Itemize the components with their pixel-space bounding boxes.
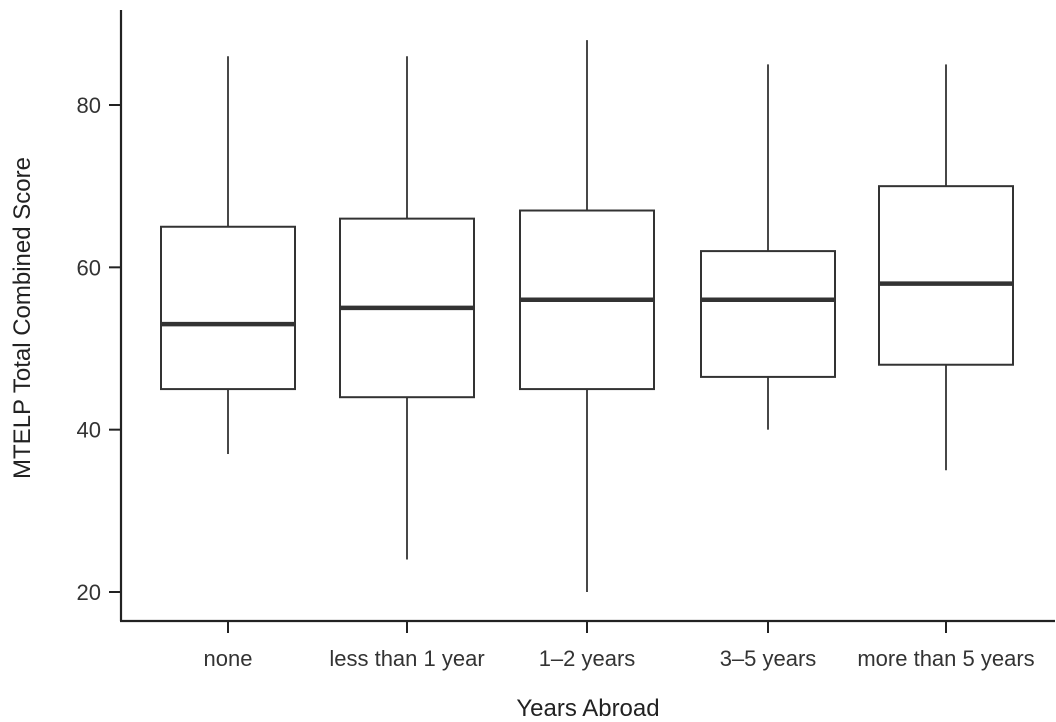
x-tick-label: more than 5 years <box>857 646 1034 671</box>
y-tick-label: 40 <box>77 418 101 443</box>
y-tick-label: 20 <box>77 580 101 605</box>
plot-area: 20 40 60 80 none less than 1 year 1–2 years 3–5… <box>77 10 1055 671</box>
iqr-box <box>700 250 836 378</box>
iqr-box <box>878 185 1014 366</box>
iqr-box <box>160 225 296 391</box>
x-tick-label: less than 1 year <box>329 646 484 671</box>
x-tick-label: none <box>204 646 253 671</box>
x-tick-label: 1–2 years <box>539 646 636 671</box>
y-axis-title: MTELP Total Combined Score <box>9 157 36 479</box>
x-tick-label: 3–5 years <box>720 646 817 671</box>
y-tick-label: 60 <box>77 255 101 280</box>
y-tick-label: 80 <box>77 93 101 118</box>
x-axis-title: Years Abroad <box>516 695 659 722</box>
